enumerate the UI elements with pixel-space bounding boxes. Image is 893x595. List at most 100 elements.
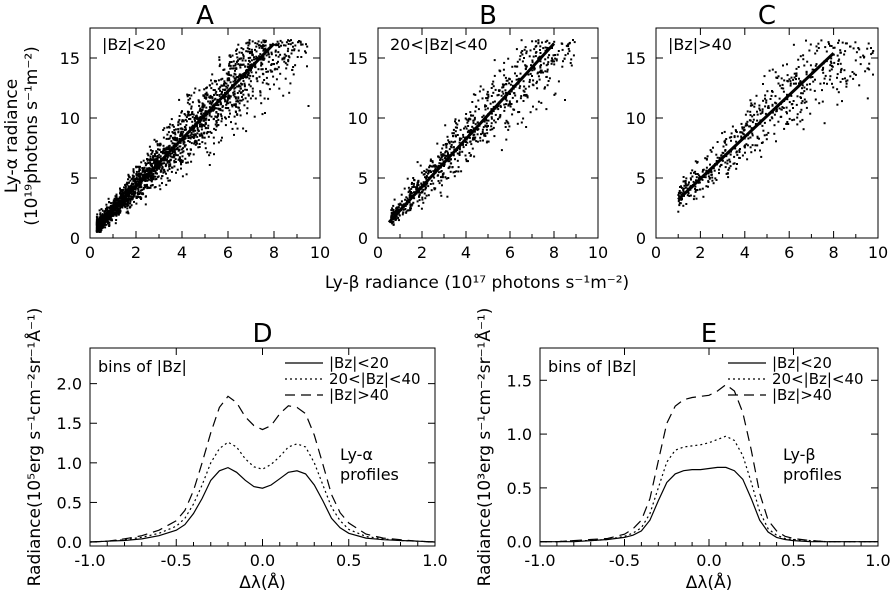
data-point (256, 80, 259, 83)
data-point (286, 63, 289, 66)
data-point (458, 141, 461, 144)
data-point (441, 176, 444, 179)
data-point (127, 190, 130, 192)
data-point (160, 177, 163, 180)
data-point (505, 138, 508, 141)
data-point (175, 171, 177, 174)
data-point (453, 175, 456, 178)
data-point (677, 194, 680, 196)
data-point (471, 101, 474, 103)
data-point (128, 186, 130, 189)
data-point (724, 166, 727, 169)
data-point (204, 110, 207, 113)
data-point (770, 116, 773, 119)
legend-label: |Bz|>40 (772, 386, 832, 404)
data-point (798, 77, 800, 80)
data-point (821, 69, 824, 71)
data-point (547, 61, 550, 64)
data-point (858, 48, 861, 51)
data-point (96, 213, 99, 216)
data-point (486, 90, 489, 93)
data-point (719, 165, 722, 168)
data-point (112, 204, 115, 207)
data-point (185, 128, 187, 131)
data-point (215, 107, 218, 110)
data-point (270, 64, 273, 66)
data-point (253, 56, 255, 59)
data-point (185, 173, 188, 176)
data-point (458, 139, 461, 141)
data-point (223, 80, 226, 83)
data-point (458, 154, 461, 156)
data-point (132, 195, 135, 198)
data-point (832, 46, 835, 49)
data-point (712, 167, 715, 170)
data-point (426, 182, 429, 185)
data-point (797, 58, 800, 61)
data-point (533, 66, 536, 69)
data-point (843, 53, 846, 56)
data-point (284, 44, 287, 47)
data-point (186, 93, 189, 96)
data-point (416, 182, 419, 185)
data-point (196, 117, 199, 120)
data-point (246, 107, 249, 110)
data-point (257, 44, 260, 47)
data-point (514, 65, 517, 68)
data-point (504, 76, 507, 79)
data-point (161, 167, 164, 170)
data-point (493, 119, 496, 122)
data-point (705, 185, 708, 188)
data-point (707, 175, 710, 178)
data-point (450, 143, 453, 146)
data-point (509, 83, 512, 86)
data-point (226, 100, 229, 103)
x-tick-label: 0.5 (336, 551, 361, 570)
data-point (775, 110, 778, 112)
data-point (425, 171, 428, 174)
data-point (799, 55, 802, 58)
data-point (173, 149, 176, 152)
data-point (465, 158, 468, 161)
data-point (132, 186, 135, 189)
data-point (809, 88, 812, 91)
data-point (171, 166, 174, 169)
data-point (132, 192, 135, 195)
data-point (113, 199, 116, 202)
data-point (191, 120, 194, 123)
data-point (422, 201, 425, 204)
data-point (124, 200, 127, 203)
data-point (701, 178, 704, 181)
data-point (758, 107, 761, 110)
data-point (783, 79, 786, 82)
data-point (754, 149, 756, 152)
data-point (273, 83, 275, 86)
data-point (761, 141, 764, 144)
data-point (741, 126, 744, 129)
data-point (166, 155, 169, 158)
data-point (195, 140, 198, 143)
data-point (177, 124, 180, 127)
data-point (409, 209, 412, 212)
data-point (227, 72, 230, 75)
data-point (117, 211, 120, 214)
data-point (209, 151, 212, 154)
data-point (440, 156, 443, 159)
data-point (119, 187, 121, 190)
data-point (683, 187, 685, 190)
data-point (471, 147, 474, 150)
data-point (530, 64, 532, 67)
data-point (678, 190, 681, 192)
data-point (822, 71, 825, 74)
data-point (452, 132, 455, 135)
data-point (727, 168, 730, 171)
data-point (255, 57, 257, 60)
data-point (755, 94, 758, 97)
data-point (434, 187, 437, 190)
data-point (135, 183, 137, 186)
data-point (708, 176, 711, 179)
data-point (131, 182, 133, 185)
data-point (171, 156, 174, 159)
data-point (761, 110, 764, 113)
data-point (786, 93, 788, 96)
